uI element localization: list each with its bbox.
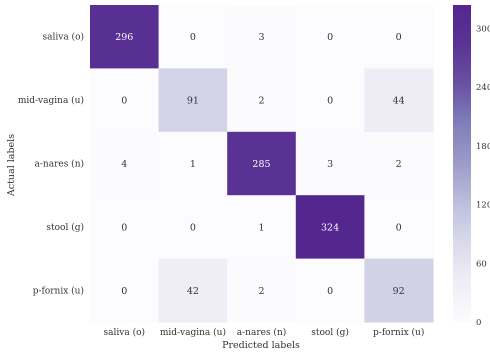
x-axis-label: Predicted labels xyxy=(222,340,300,351)
cell-value-label: 0 xyxy=(327,96,333,107)
heatmap-cell xyxy=(295,195,365,260)
y-tick-label: stool (g) xyxy=(46,222,84,233)
cell-value-label: 0 xyxy=(396,222,402,233)
cell-value-label: 0 xyxy=(327,32,333,43)
colorbar-tick-label: 0 xyxy=(476,318,481,328)
heatmap-cell xyxy=(158,258,228,323)
colorbar-tick-label: 180 xyxy=(476,142,490,152)
heatmap-cell xyxy=(158,195,228,260)
colorbar-tick-label: 300 xyxy=(476,24,490,34)
x-tick-label: stool (g) xyxy=(311,327,349,338)
heatmap-cell xyxy=(158,5,228,69)
heatmap-cell xyxy=(295,68,365,133)
colorbar-tick-label: 240 xyxy=(476,83,490,93)
heatmap-cell xyxy=(295,5,365,69)
cell-value-labels: 296 0 3 0 00 91 2 0 444 1 285 3 20 0 1 324 00 42 2 0 92 xyxy=(115,32,405,297)
cell-value-label: 1 xyxy=(190,159,196,170)
x-tick-label: mid-vagina (u) xyxy=(160,327,226,338)
heatmap-cell xyxy=(90,258,160,323)
heatmap-cell xyxy=(227,195,297,260)
cell-value-label: 4 xyxy=(121,159,127,170)
cell-value-label: 3 xyxy=(258,32,264,43)
cell-value-label: 285 xyxy=(252,159,270,170)
cell-value-label: 296 xyxy=(115,32,133,43)
cell-value-label: 0 xyxy=(327,286,333,297)
heatmap-cells xyxy=(90,5,434,323)
cell-value-label: 0 xyxy=(121,96,127,107)
heatmap-cell xyxy=(90,131,160,196)
cell-value-label: 2 xyxy=(258,286,264,297)
cell-value-label: 44 xyxy=(393,96,405,107)
cell-value-label: 91 xyxy=(187,96,199,107)
cell-value-label: 0 xyxy=(190,222,196,233)
y-tick-label: mid-vagina (u) xyxy=(18,95,84,106)
heatmap-cell xyxy=(90,68,160,133)
heatmap-cell xyxy=(227,258,297,323)
heatmap-cell xyxy=(227,68,297,133)
cell-value-label: 0 xyxy=(190,32,196,43)
cell-value-label: 3 xyxy=(327,159,333,170)
cell-value-label: 1 xyxy=(258,222,264,233)
y-tick-label: saliva (o) xyxy=(43,32,85,43)
y-tick-labels: saliva (o) mid-vagina (u) a-nares (n) stool… xyxy=(18,32,84,297)
heatmap-cell xyxy=(364,195,434,260)
heatmap-cell xyxy=(364,258,434,323)
cell-value-label: 0 xyxy=(396,32,402,43)
cell-value-label: 92 xyxy=(393,286,405,297)
heatmap-cell xyxy=(295,258,365,323)
x-tick-label: saliva (o) xyxy=(104,327,146,338)
cell-value-label: 324 xyxy=(321,222,339,233)
y-axis-label: Actual labels xyxy=(6,134,17,197)
cell-value-label: 42 xyxy=(187,286,199,297)
heatmap-cell xyxy=(227,131,297,196)
x-tick-labels: saliva (o) mid-vagina (u) a-nares (n) stool… xyxy=(104,327,425,338)
heatmap-cell xyxy=(90,195,160,260)
y-tick-label: p-fornix (u) xyxy=(33,285,84,296)
heatmap-cell xyxy=(364,5,434,69)
x-tick-label: p-fornix (u) xyxy=(373,327,424,338)
heatmap-cell xyxy=(364,68,434,133)
colorbar-tick-label: 60 xyxy=(476,259,487,269)
colorbar-gradient xyxy=(453,5,471,322)
colorbar-tick-label: 120 xyxy=(476,201,490,211)
heatmap-cell xyxy=(90,5,160,69)
cell-value-label: 2 xyxy=(258,96,264,107)
y-tick-label: a-nares (n) xyxy=(35,159,85,170)
heatmap-cell xyxy=(158,131,228,196)
cell-value-label: 2 xyxy=(396,159,402,170)
x-tick-label: a-nares (n) xyxy=(237,327,287,338)
cell-value-label: 0 xyxy=(121,286,127,297)
heatmap-cell xyxy=(364,131,434,196)
heatmap-cell xyxy=(158,68,228,133)
colorbar: 0 60 120 180 240 300 xyxy=(453,5,490,328)
heatmap-cell xyxy=(227,5,297,69)
heatmap-cell xyxy=(295,131,365,196)
cell-value-label: 0 xyxy=(121,222,127,233)
